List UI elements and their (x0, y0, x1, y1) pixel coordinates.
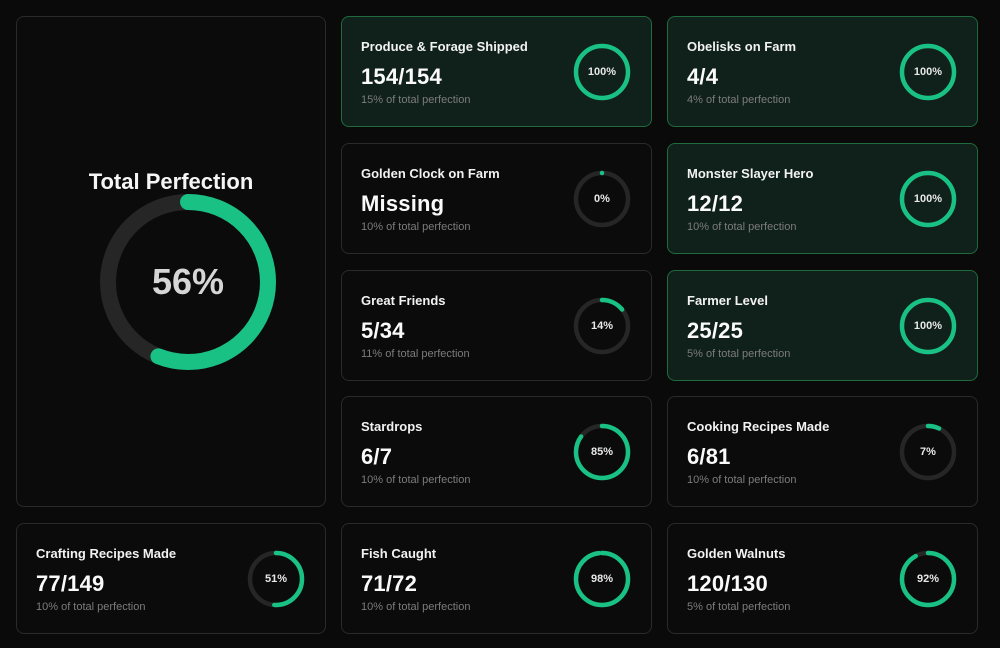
card-monster-slayer: Monster Slayer Hero 12/12 10% of total per… (667, 143, 978, 254)
card-value: 5/34 (361, 318, 405, 343)
card-cooking-recipes: Cooking Recipes Made 6/81 10% of total per… (667, 396, 978, 507)
card-great-friends: Great Friends 5/34 11% of total perfection… (341, 270, 652, 381)
card-subtitle: 5% of total perfection (687, 348, 791, 360)
card-title: Cooking Recipes Made (687, 419, 830, 434)
card-subtitle: 10% of total perfection (361, 474, 471, 486)
progress-ring-fill (573, 43, 631, 101)
progress-ring: 98% (572, 549, 632, 609)
total-perfection-card: Total Perfection 56% (16, 16, 326, 507)
card-subtitle: 10% of total perfection (361, 221, 471, 233)
progress-ring-fill (573, 170, 631, 228)
progress-ring-fill (573, 550, 631, 608)
progress-percent: 14% (590, 320, 614, 332)
progress-ring: 100% (572, 42, 632, 102)
progress-percent: 85% (590, 446, 614, 458)
total-perfection-title: Total Perfection (88, 169, 254, 194)
card-title: Crafting Recipes Made (36, 546, 177, 561)
progress-percent: 98% (590, 573, 614, 585)
card-subtitle: 15% of total perfection (361, 94, 471, 106)
card-title: Fish Caught (361, 546, 437, 561)
card-title: Farmer Level (687, 293, 768, 308)
card-subtitle: 10% of total perfection (687, 221, 797, 233)
progress-ring: 100% (898, 169, 958, 229)
progress-percent: 7% (920, 446, 936, 458)
card-obelisks: Obelisks on Farm 4/4 4% of total perfectio… (667, 16, 978, 127)
card-farmer-level: Farmer Level 25/25 5% of total perfection 1… (667, 270, 978, 381)
card-subtitle: 10% of total perfection (36, 601, 146, 613)
progress-ring-fill (573, 423, 631, 481)
total-perfection-ring: 56% (97, 191, 279, 373)
card-subtitle: 10% of total perfection (687, 474, 797, 486)
card-golden-clock: Golden Clock on Farm Missing 10% of total … (341, 143, 652, 254)
progress-ring-fill (899, 550, 957, 608)
card-value: 6/81 (687, 444, 731, 469)
card-value: 6/7 (361, 444, 393, 469)
card-golden-walnuts: Golden Walnuts 120/130 5% of total perfect… (667, 523, 978, 634)
card-value: 154/154 (361, 64, 442, 89)
card-subtitle: 5% of total perfection (687, 601, 791, 613)
card-title: Obelisks on Farm (687, 39, 797, 54)
card-value: 25/25 (687, 318, 744, 343)
progress-percent: 92% (916, 573, 940, 585)
progress-ring: 51% (246, 549, 306, 609)
progress-ring: 100% (898, 296, 958, 356)
progress-ring: 0% (572, 169, 632, 229)
card-value: 77/149 (36, 571, 105, 596)
progress-ring: 85% (572, 422, 632, 482)
progress-ring-fill (573, 297, 631, 355)
card-title: Stardrops (361, 419, 423, 434)
progress-ring: 14% (572, 296, 632, 356)
progress-percent: 100% (913, 66, 943, 78)
card-subtitle: 10% of total perfection (361, 601, 471, 613)
progress-ring-fill (899, 170, 957, 228)
total-ring-progress (100, 194, 276, 370)
card-subtitle: 4% of total perfection (687, 94, 791, 106)
card-title: Produce & Forage Shipped (361, 39, 528, 54)
card-value: 12/12 (687, 191, 744, 216)
card-title: Great Friends (361, 293, 446, 308)
progress-percent: 51% (264, 573, 288, 585)
total-perfection-percent: 56% (151, 261, 225, 302)
card-value: 4/4 (687, 64, 719, 89)
card-subtitle: 11% of total perfection (361, 348, 470, 360)
card-crafting-recipes: Crafting Recipes Made 77/149 10% of total … (16, 523, 326, 634)
card-value: 120/130 (687, 571, 768, 596)
progress-ring-fill (899, 423, 957, 481)
card-value: Missing (361, 191, 445, 216)
card-fish-caught: Fish Caught 71/72 10% of total perfection 9… (341, 523, 652, 634)
progress-ring-fill (899, 297, 957, 355)
progress-ring-fill (247, 550, 305, 608)
progress-percent: 100% (913, 193, 943, 205)
card-value: 71/72 (361, 571, 418, 596)
card-title: Monster Slayer Hero (687, 166, 814, 181)
progress-percent: 100% (587, 66, 617, 78)
card-title: Golden Walnuts (687, 546, 786, 561)
card-produce-forage: Produce & Forage Shipped 154/154 15% of to… (341, 16, 652, 127)
progress-percent: 0% (594, 193, 610, 205)
progress-ring: 100% (898, 42, 958, 102)
progress-ring-fill (899, 43, 957, 101)
progress-percent: 100% (913, 320, 943, 332)
card-title: Golden Clock on Farm (361, 166, 500, 181)
progress-ring: 7% (898, 422, 958, 482)
card-stardrops: Stardrops 6/7 10% of total perfection 85% (341, 396, 652, 507)
progress-ring: 92% (898, 549, 958, 609)
